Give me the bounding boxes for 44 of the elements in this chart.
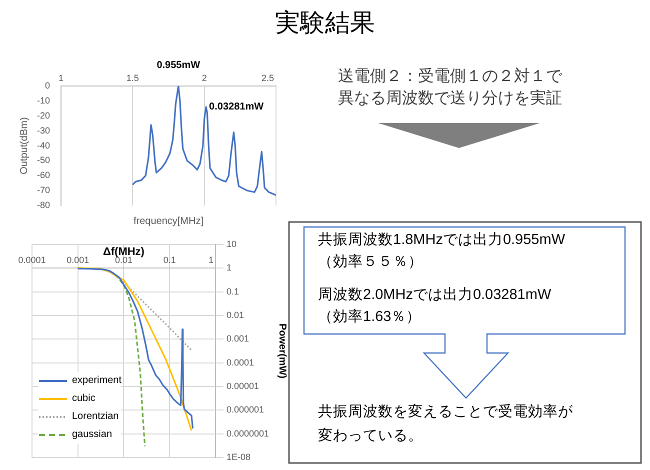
- text: 送電側２：受電側１の２対１で: [338, 66, 562, 87]
- text: 共振周波数1.8MHzでは出力0.955mW: [318, 231, 566, 249]
- y-axis-title: Output(dBm): [18, 117, 30, 174]
- annotation: 0.955mW: [156, 60, 201, 71]
- y-tick-label: 0.000001: [226, 404, 264, 415]
- y-tick-label: -40: [36, 140, 50, 150]
- x-tick-label: 0.1: [163, 255, 176, 266]
- text: 周波数2.0MHzでは出力0.03281mW: [318, 286, 552, 304]
- y-tick-label: -80: [36, 200, 50, 210]
- y-tick-label: -60: [36, 170, 50, 180]
- y-tick-label: 0.01: [226, 310, 244, 320]
- x-tick-label: 0.001: [66, 255, 90, 266]
- y-tick-label: 0.00001: [226, 381, 260, 392]
- y-tick-label: 0.1: [226, 286, 239, 296]
- legend-label: experiment: [72, 375, 122, 386]
- y-tick-label: -20: [36, 110, 50, 120]
- x-tick-label: 2.5: [261, 72, 274, 83]
- y-tick-label: 0.0000001: [226, 428, 270, 438]
- y-tick-label: -70: [36, 185, 50, 196]
- x-axis-title: frequency[MHz]: [132, 216, 204, 227]
- text: 変わっている。: [318, 426, 423, 445]
- annotation: 0.03281mW: [209, 102, 264, 113]
- y-tick-label: 0: [44, 80, 50, 90]
- legend-label: cubic: [72, 393, 96, 404]
- y-tick-label: -50: [36, 155, 50, 166]
- y-tick-label: -10: [36, 95, 50, 106]
- legend-label: Lorentzian: [72, 411, 119, 422]
- text: 実験結果: [274, 8, 376, 39]
- x-tick-label: 1: [208, 255, 214, 266]
- y-tick-label: 0.0001: [226, 357, 254, 368]
- text: （効率５５％）: [318, 252, 423, 271]
- text: （効率1.63％）: [318, 308, 422, 326]
- x-tick-label: 1: [58, 72, 64, 83]
- y-tick-label: 10: [226, 238, 236, 249]
- y-axis-title: Power(mW): [276, 324, 288, 378]
- x-tick-label: 2: [202, 72, 207, 83]
- text: 異なる周波数で送り分けを実証: [338, 88, 562, 109]
- y-tick-label: 1: [226, 262, 232, 273]
- y-tick-label: -30: [36, 125, 50, 136]
- y-tick-label: 1E-08: [226, 452, 250, 462]
- x-tick-label: 1.5: [126, 72, 139, 83]
- y-tick-label: 0.001: [226, 334, 249, 344]
- legend-label: gaussian: [72, 429, 112, 440]
- text: 共振周波数を変えることで受電効率が: [318, 402, 573, 421]
